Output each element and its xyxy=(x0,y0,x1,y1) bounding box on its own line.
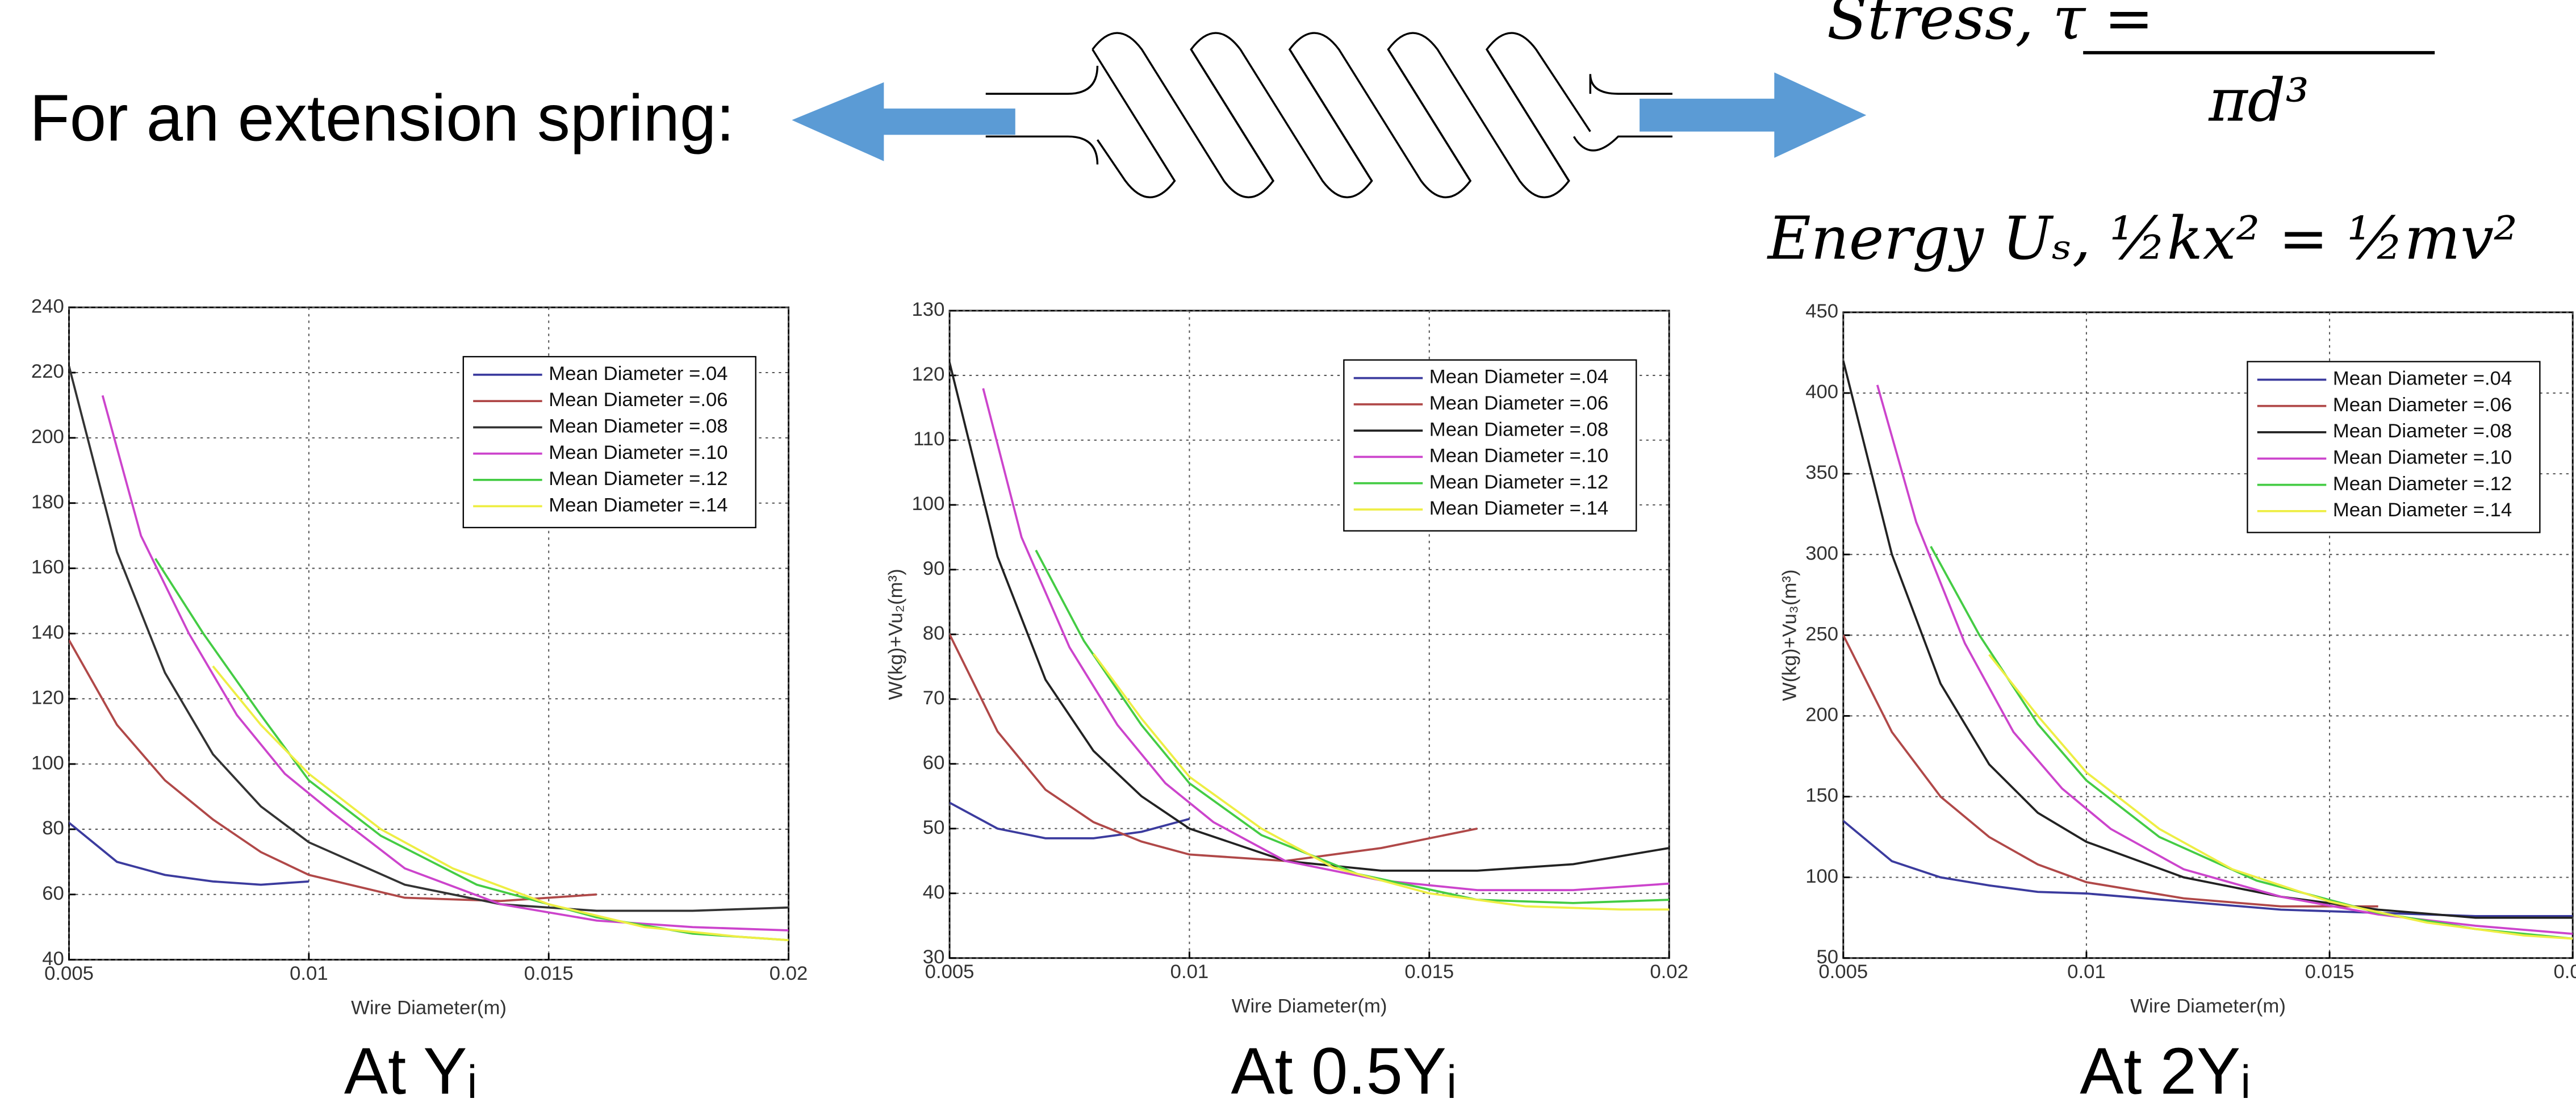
y-tick-label: 300 xyxy=(1805,542,1838,564)
series-line xyxy=(1035,549,1670,904)
x-axis-label: Wire Diameter(m) xyxy=(351,997,507,1019)
x-tick-label: 0.015 xyxy=(524,963,574,984)
series-line xyxy=(1843,820,2573,917)
legend-label: Mean Diameter =.12 xyxy=(549,468,727,490)
y-tick-label: 150 xyxy=(1805,785,1838,807)
legend-label: Mean Diameter =.08 xyxy=(2333,420,2512,442)
y-tick-label: 60 xyxy=(923,752,945,774)
x-tick-label: 0.02 xyxy=(2553,961,2576,983)
y-tick-label: 70 xyxy=(923,687,945,709)
legend-label: Mean Diameter =.14 xyxy=(1429,498,1608,519)
series-line xyxy=(982,388,1670,891)
series-line xyxy=(950,362,1670,872)
legend-label: Mean Diameter =.06 xyxy=(1429,392,1608,414)
legend-box xyxy=(462,356,756,528)
x-tick-label: 0.01 xyxy=(1170,961,1209,983)
stress-formula: Stress, τ = xyxy=(1827,0,2154,53)
left-arrow xyxy=(792,82,1015,161)
legend-label: Mean Diameter =.12 xyxy=(2333,473,2512,495)
y-tick-label: 90 xyxy=(923,558,945,579)
series-line xyxy=(1988,654,2573,940)
legend-box xyxy=(1343,359,1637,532)
x-axis-label: Wire Diameter(m) xyxy=(2130,996,2286,1017)
legend-box xyxy=(2247,361,2541,533)
y-tick-label: 130 xyxy=(911,299,944,320)
y-tick-label: 50 xyxy=(1816,946,1838,968)
y-tick-label: 100 xyxy=(1805,866,1838,887)
series-line xyxy=(69,639,597,903)
y-tick-label: 40 xyxy=(923,882,945,903)
y-tick-label: 30 xyxy=(923,946,945,968)
series-line xyxy=(950,634,1478,862)
y-tick-label: 40 xyxy=(42,948,64,970)
y-tick-label: 80 xyxy=(923,623,945,644)
x-tick-label: 0.01 xyxy=(290,963,328,984)
y-tick-label: 100 xyxy=(911,493,944,515)
y-tick-label: 100 xyxy=(31,752,64,774)
caption: At Yᵢ xyxy=(344,1034,478,1108)
legend-label: Mean Diameter =.10 xyxy=(2333,446,2512,468)
x-tick-label: 0.01 xyxy=(2067,961,2106,983)
series-line xyxy=(1843,634,2378,908)
x-tick-label: 0.015 xyxy=(1404,961,1454,983)
y-tick-label: 50 xyxy=(923,817,945,838)
x-axis-label: Wire Diameter(m) xyxy=(1232,996,1387,1017)
legend-label: Mean Diameter =.04 xyxy=(2333,368,2512,390)
caption: At 2Yᵢ xyxy=(2080,1034,2251,1108)
x-tick-label: 0.005 xyxy=(1818,961,1868,983)
series-line xyxy=(950,801,1190,839)
series-line xyxy=(212,665,789,942)
y-tick-label: 350 xyxy=(1805,462,1838,483)
right-arrow xyxy=(1640,72,1867,158)
energy-formula: Energy Uₛ, ½kx² = ½mv² xyxy=(1767,204,2518,273)
legend-label: Mean Diameter =.12 xyxy=(1429,471,1608,493)
x-tick-label: 0.02 xyxy=(770,963,808,984)
y-tick-label: 400 xyxy=(1805,381,1838,403)
y-tick-label: 240 xyxy=(31,295,64,317)
legend-label: Mean Diameter =.08 xyxy=(1429,419,1608,440)
legend-label: Mean Diameter =.06 xyxy=(549,389,727,411)
y-tick-label: 220 xyxy=(31,361,64,382)
y-tick-label: 450 xyxy=(1805,300,1838,322)
legend-label: Mean Diameter =.08 xyxy=(549,416,727,437)
x-tick-label: 0.005 xyxy=(925,961,975,983)
spring xyxy=(985,32,1672,199)
y-tick-label: 120 xyxy=(911,364,944,385)
legend-label: Mean Diameter =.14 xyxy=(2333,499,2512,521)
y-tick-label: 110 xyxy=(913,428,944,450)
y-tick-label: 120 xyxy=(31,687,64,708)
y-tick-label: 200 xyxy=(1805,704,1838,726)
y-tick-label: 250 xyxy=(1805,623,1838,645)
y-tick-label: 140 xyxy=(31,622,64,644)
legend-label: Mean Diameter =.10 xyxy=(1429,445,1608,467)
x-tick-label: 0.02 xyxy=(1650,961,1688,983)
legend-label: Mean Diameter =.04 xyxy=(549,363,727,385)
y-tick-label: 200 xyxy=(31,426,64,448)
x-tick-label: 0.015 xyxy=(2305,961,2355,983)
y-tick-label: 60 xyxy=(42,883,64,904)
series-line xyxy=(1843,360,2573,919)
y-axis-label: W(kg)+Vu₃(m³) xyxy=(1779,569,1800,701)
series-line xyxy=(1092,653,1670,911)
legend-label: Mean Diameter =.14 xyxy=(549,494,727,516)
caption: At 0.5Yᵢ xyxy=(1231,1034,1457,1108)
legend-label: Mean Diameter =.04 xyxy=(1429,366,1608,388)
y-tick-label: 80 xyxy=(42,817,64,839)
y-tick-label: 180 xyxy=(31,491,64,513)
series-line xyxy=(69,366,789,912)
x-tick-label: 0.005 xyxy=(44,963,94,984)
series-line xyxy=(69,822,309,886)
legend-label: Mean Diameter =.06 xyxy=(2333,394,2512,416)
y-tick-label: 160 xyxy=(31,557,64,578)
stress-denominator: πd³ xyxy=(2208,66,2309,135)
legend-label: Mean Diameter =.10 xyxy=(549,442,727,463)
y-axis-label: W(kg)+Vu₂(m³) xyxy=(885,569,907,700)
heading: For an extension spring: xyxy=(30,81,734,155)
